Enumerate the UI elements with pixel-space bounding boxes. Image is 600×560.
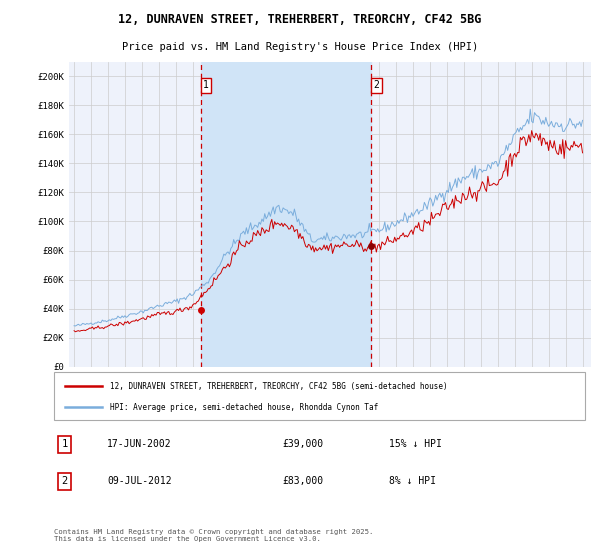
Text: 12, DUNRAVEN STREET, TREHERBERT, TREORCHY, CF42 5BG (semi-detached house): 12, DUNRAVEN STREET, TREHERBERT, TREORCH… bbox=[110, 382, 448, 391]
Text: 1: 1 bbox=[61, 440, 68, 450]
Text: 17-JUN-2002: 17-JUN-2002 bbox=[107, 440, 172, 450]
Text: 15% ↓ HPI: 15% ↓ HPI bbox=[389, 440, 442, 450]
Text: HPI: Average price, semi-detached house, Rhondda Cynon Taf: HPI: Average price, semi-detached house,… bbox=[110, 403, 378, 412]
Text: £39,000: £39,000 bbox=[283, 440, 323, 450]
Text: 09-JUL-2012: 09-JUL-2012 bbox=[107, 477, 172, 487]
Text: 2: 2 bbox=[61, 477, 68, 487]
Bar bbox=[200, 62, 371, 367]
Text: Price paid vs. HM Land Registry's House Price Index (HPI): Price paid vs. HM Land Registry's House … bbox=[122, 43, 478, 52]
Text: 1: 1 bbox=[203, 81, 209, 91]
Text: 12, DUNRAVEN STREET, TREHERBERT, TREORCHY, CF42 5BG: 12, DUNRAVEN STREET, TREHERBERT, TREORCH… bbox=[118, 13, 482, 26]
FancyBboxPatch shape bbox=[54, 372, 585, 420]
Text: Contains HM Land Registry data © Crown copyright and database right 2025.
This d: Contains HM Land Registry data © Crown c… bbox=[54, 529, 373, 542]
Text: 2: 2 bbox=[374, 81, 379, 91]
Text: 8% ↓ HPI: 8% ↓ HPI bbox=[389, 477, 436, 487]
Text: £83,000: £83,000 bbox=[283, 477, 323, 487]
